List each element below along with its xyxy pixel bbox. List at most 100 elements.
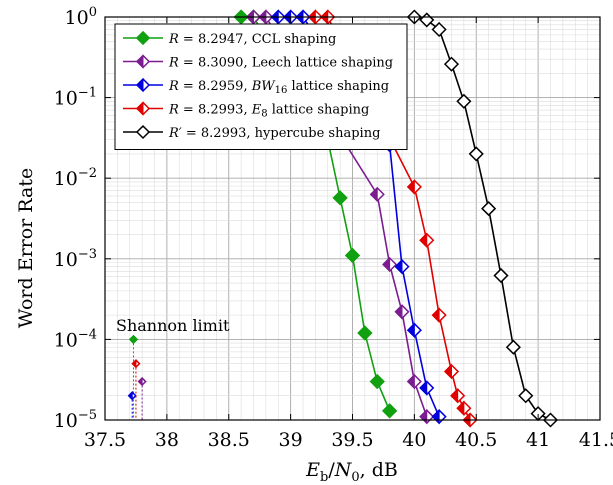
legend-box [114,23,408,150]
y-tick-label: 10−4 [54,327,97,351]
point-marker-fill [431,408,440,425]
y-tick-label: 10−5 [54,408,97,432]
data-point [135,124,151,140]
point-marker-fill [131,358,137,369]
data-point [493,267,509,284]
point-marker-fill [419,232,428,248]
point-marker-fill [128,334,139,344]
y-tick-label: 10−3 [54,247,97,271]
point-marker-fill [135,30,151,46]
x-tick-label: 38.5 [208,429,250,451]
point-marker-fill [394,304,403,320]
shannon-limit-markers [127,334,147,420]
data-point [135,54,151,69]
point-marker-outline [481,201,497,217]
data-point [135,101,151,116]
y-tick-label: 10−1 [54,86,97,110]
data-point [131,358,141,369]
point-marker-fill [431,307,440,323]
point-marker-fill [450,388,459,404]
legend-label: R = 8.2947, CCL shaping [168,32,336,47]
point-marker-fill [370,186,378,203]
legend: R = 8.2947, CCL shaping R = 8.3090, Leech… [114,23,408,150]
data-point [128,334,139,344]
point-marker-outline [493,267,509,284]
x-tick-label: 40.5 [455,429,497,451]
data-point [456,400,472,416]
data-point [419,408,435,425]
point-marker-outline [431,21,447,38]
x-tick-label: 40 [402,429,426,451]
y-tick-label: 10−2 [54,166,97,190]
x-axis-label: Eb/N0, dB [305,459,398,485]
point-marker-fill [382,256,391,273]
data-point [419,12,435,28]
point-marker-fill [394,258,403,275]
point-marker-fill [136,54,144,69]
data-point [406,179,422,195]
shannon-limit-annotation: Shannon limit [116,316,230,335]
x-tick-label: 38 [155,429,179,451]
data-point [137,376,147,387]
point-marker-fill [382,403,398,419]
x-tick-label: 41 [526,429,550,451]
point-marker-outline [505,339,521,355]
data-point [357,325,373,341]
point-marker-outline [456,93,472,109]
legend-label: R = 8.2959, BW16 lattice shaping [168,79,389,96]
point-marker-fill [407,179,415,195]
legend-label: R = 8.2993, E8 lattice shaping [168,103,369,120]
point-marker-fill [137,376,143,387]
legend-label: R = 8.3090, Leech lattice shaping [168,56,393,71]
point-marker-fill [369,373,385,390]
data-point [382,403,398,419]
x-tick-label: 39 [279,429,303,451]
point-marker-outline [135,124,151,140]
data-point [382,256,398,273]
point-marker-outline [419,12,435,28]
data-point [468,146,484,162]
data-point [481,201,497,217]
data-point [443,363,460,380]
point-marker-fill [419,380,428,396]
y-axis-label: Word Error Rate [15,168,37,329]
axis-ticks: 37.5 38 38.5 39 39.5 40 40.5 41 41.5 10−5 10−4 10−3… [54,5,613,451]
point-marker-fill [444,363,452,380]
data-point [505,339,521,355]
point-marker-fill [407,373,415,390]
point-marker-outline [443,56,460,72]
point-marker-fill [456,400,465,416]
point-marker-fill [128,391,133,401]
data-point [419,380,435,396]
data-point [135,77,151,93]
data-point [431,307,447,323]
point-marker-fill [357,325,373,341]
point-marker-fill [419,408,428,425]
x-tick-label: 37.5 [84,429,126,451]
point-marker-outline [468,146,484,162]
data-point [344,247,361,264]
data-point [332,190,348,206]
x-tick-label: 39.5 [331,429,373,451]
point-marker-fill [136,101,144,116]
series-4 [406,9,559,428]
data-point [406,322,422,338]
data-point [431,21,447,38]
legend-label: R′ = 8.2993, hypercube shaping [168,126,380,141]
point-marker-fill [332,190,348,206]
data-point [443,56,460,72]
data-point [450,388,466,404]
data-point [369,373,385,390]
legend-entry: R = 8.2959, BW16 lattice shaping [123,77,389,96]
legend-entry: R = 8.2947, CCL shaping [123,30,336,47]
legend-entry: R = 8.3090, Leech lattice shaping [123,54,393,71]
point-marker-outline [518,388,534,404]
legend-entry: R′ = 8.2993, hypercube shaping [123,124,380,141]
legend-entry: R = 8.2993, E8 lattice shaping [123,101,369,120]
point-marker-fill [344,247,361,264]
data-point [127,391,137,401]
data-point [135,30,151,46]
series-line [414,16,551,421]
y-tick-label: 100 [65,5,97,29]
